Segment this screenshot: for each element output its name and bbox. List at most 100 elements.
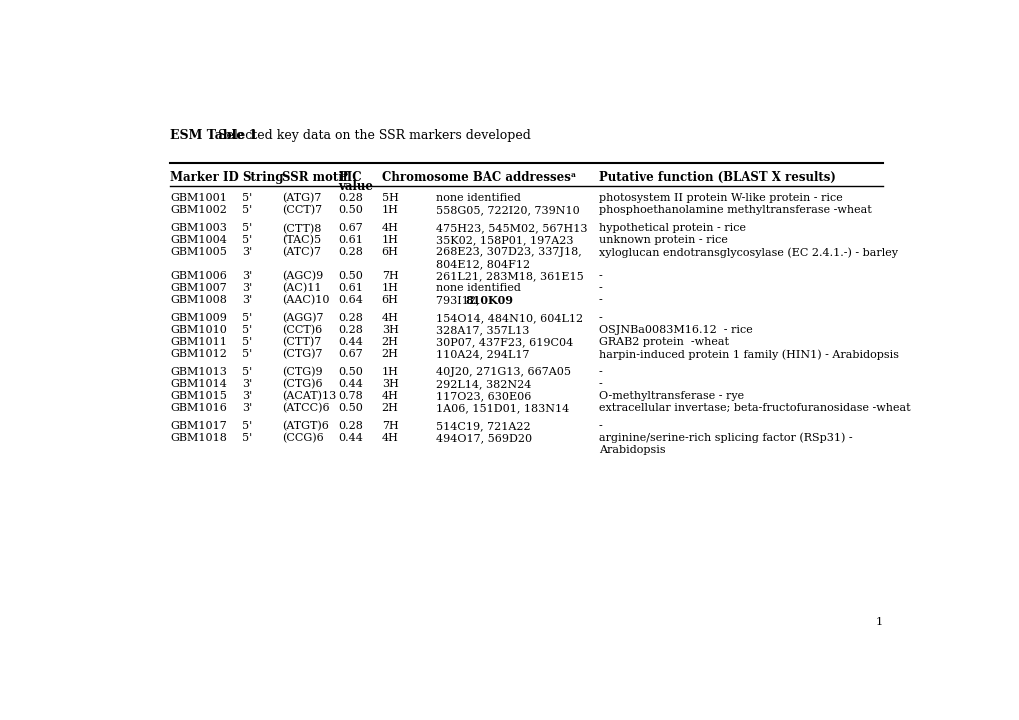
Text: O-methyltransferase - rye: O-methyltransferase - rye (598, 391, 743, 401)
Text: 1H: 1H (381, 205, 398, 215)
Text: 0.50: 0.50 (338, 271, 363, 282)
Text: hypothetical protein - rice: hypothetical protein - rice (598, 223, 745, 233)
Text: 1H: 1H (381, 283, 398, 293)
Text: (ATC)7: (ATC)7 (282, 248, 321, 258)
Text: 2H: 2H (381, 337, 398, 347)
Text: Marker ID: Marker ID (170, 171, 238, 184)
Text: GBM1002: GBM1002 (170, 205, 227, 215)
Text: GRAB2 protein  -wheat: GRAB2 protein -wheat (598, 337, 728, 347)
Text: GBM1016: GBM1016 (170, 403, 227, 413)
Text: 7H: 7H (381, 271, 398, 282)
Text: (ATGT)6: (ATGT)6 (282, 421, 329, 431)
Text: 4H: 4H (381, 391, 398, 401)
Text: -: - (598, 367, 602, 377)
Text: GBM1010: GBM1010 (170, 325, 227, 335)
Text: 494O17, 569D20: 494O17, 569D20 (435, 433, 532, 443)
Text: 1H: 1H (381, 367, 398, 377)
Text: 110A24, 294L17: 110A24, 294L17 (435, 349, 529, 359)
Text: 5': 5' (242, 313, 253, 323)
Text: 3': 3' (242, 248, 253, 257)
Text: 0.28: 0.28 (338, 194, 363, 204)
Text: 475H23, 545M02, 567H13: 475H23, 545M02, 567H13 (435, 223, 587, 233)
Text: GBM1004: GBM1004 (170, 235, 227, 246)
Text: GBM1003: GBM1003 (170, 223, 227, 233)
Text: 4H: 4H (381, 433, 398, 443)
Text: GBM1015: GBM1015 (170, 391, 227, 401)
Text: 3H: 3H (381, 325, 398, 335)
Text: (CTT)8: (CTT)8 (282, 223, 322, 234)
Text: phosphoethanolamine methyltransferase -wheat: phosphoethanolamine methyltransferase -w… (598, 205, 870, 215)
Text: 117O23, 630E06: 117O23, 630E06 (435, 391, 531, 401)
Text: 3': 3' (242, 271, 253, 282)
Text: 35K02, 158P01, 197A23: 35K02, 158P01, 197A23 (435, 235, 573, 246)
Text: 804E12, 804F12: 804E12, 804F12 (435, 259, 530, 269)
Text: 0.78: 0.78 (338, 391, 363, 401)
Text: 5': 5' (242, 337, 253, 347)
Text: GBM1009: GBM1009 (170, 313, 227, 323)
Text: (CCG)6: (CCG)6 (282, 433, 324, 444)
Text: 558G05, 722I20, 739N10: 558G05, 722I20, 739N10 (435, 205, 579, 215)
Text: (CTG)6: (CTG)6 (282, 379, 323, 390)
Text: arginine/serine-rich splicing factor (RSp31) -: arginine/serine-rich splicing factor (RS… (598, 433, 852, 444)
Text: 5': 5' (242, 367, 253, 377)
Text: 1: 1 (875, 617, 882, 627)
Text: 5': 5' (242, 235, 253, 246)
Text: 3': 3' (242, 403, 253, 413)
Text: Putative function (BLAST X results): Putative function (BLAST X results) (598, 171, 835, 184)
Text: 5': 5' (242, 349, 253, 359)
Text: (CTG)9: (CTG)9 (282, 367, 323, 377)
Text: -: - (598, 313, 602, 323)
Text: (ATCC)6: (ATCC)6 (282, 403, 330, 413)
Text: photosystem II protein W-like protein - rice: photosystem II protein W-like protein - … (598, 194, 842, 204)
Text: GBM1011: GBM1011 (170, 337, 227, 347)
Text: 3H: 3H (381, 379, 398, 389)
Text: GBM1007: GBM1007 (170, 283, 226, 293)
Text: 5': 5' (242, 433, 253, 443)
Text: 0.28: 0.28 (338, 421, 363, 431)
Text: xyloglucan endotransglycosylase (EC 2.4.1.-) - barley: xyloglucan endotransglycosylase (EC 2.4.… (598, 248, 897, 258)
Text: 0.50: 0.50 (338, 205, 363, 215)
Text: String: String (242, 171, 283, 184)
Text: 328A17, 357L13: 328A17, 357L13 (435, 325, 529, 335)
Text: 0.50: 0.50 (338, 367, 363, 377)
Text: Chromosome BAC addressesᵃ: Chromosome BAC addressesᵃ (381, 171, 576, 184)
Text: 5': 5' (242, 421, 253, 431)
Text: 261L21, 283M18, 361E15: 261L21, 283M18, 361E15 (435, 271, 583, 282)
Text: GBM1013: GBM1013 (170, 367, 227, 377)
Text: 30P07, 437F23, 619C04: 30P07, 437F23, 619C04 (435, 337, 573, 347)
Text: none identified: none identified (435, 194, 521, 204)
Text: 0.28: 0.28 (338, 248, 363, 257)
Text: Arabidopsis: Arabidopsis (598, 445, 664, 455)
Text: GBM1017: GBM1017 (170, 421, 226, 431)
Text: (AC)11: (AC)11 (282, 283, 322, 294)
Text: (AGG)7: (AGG)7 (282, 313, 324, 323)
Text: ESM Table 1: ESM Table 1 (170, 129, 258, 142)
Text: 2H: 2H (381, 349, 398, 359)
Text: (AAC)10: (AAC)10 (282, 295, 330, 305)
Text: 810K09: 810K09 (465, 295, 513, 306)
Text: 40J20, 271G13, 667A05: 40J20, 271G13, 667A05 (435, 367, 571, 377)
Text: 4H: 4H (381, 313, 398, 323)
Text: 2H: 2H (381, 403, 398, 413)
Text: 0.64: 0.64 (338, 295, 363, 305)
Text: harpin-induced protein 1 family (HIN1) - Arabidopsis: harpin-induced protein 1 family (HIN1) -… (598, 349, 898, 359)
Text: 0.28: 0.28 (338, 313, 363, 323)
Text: GBM1005: GBM1005 (170, 248, 227, 257)
Text: (ACAT)13: (ACAT)13 (282, 391, 336, 401)
Text: value: value (338, 179, 373, 192)
Text: GBM1014: GBM1014 (170, 379, 227, 389)
Text: GBM1018: GBM1018 (170, 433, 227, 443)
Text: 514C19, 721A22: 514C19, 721A22 (435, 421, 530, 431)
Text: 4H: 4H (381, 223, 398, 233)
Text: 0.61: 0.61 (338, 235, 363, 246)
Text: 3': 3' (242, 391, 253, 401)
Text: OSJNBa0083M16.12  - rice: OSJNBa0083M16.12 - rice (598, 325, 752, 335)
Text: GBM1012: GBM1012 (170, 349, 227, 359)
Text: 1A06, 151D01, 183N14: 1A06, 151D01, 183N14 (435, 403, 569, 413)
Text: 5H: 5H (381, 194, 398, 204)
Text: 6H: 6H (381, 248, 398, 257)
Text: Selected key data on the SSR markers developed: Selected key data on the SSR markers dev… (214, 129, 531, 142)
Text: none identified: none identified (435, 283, 521, 293)
Text: -: - (598, 379, 602, 389)
Text: 0.44: 0.44 (338, 337, 363, 347)
